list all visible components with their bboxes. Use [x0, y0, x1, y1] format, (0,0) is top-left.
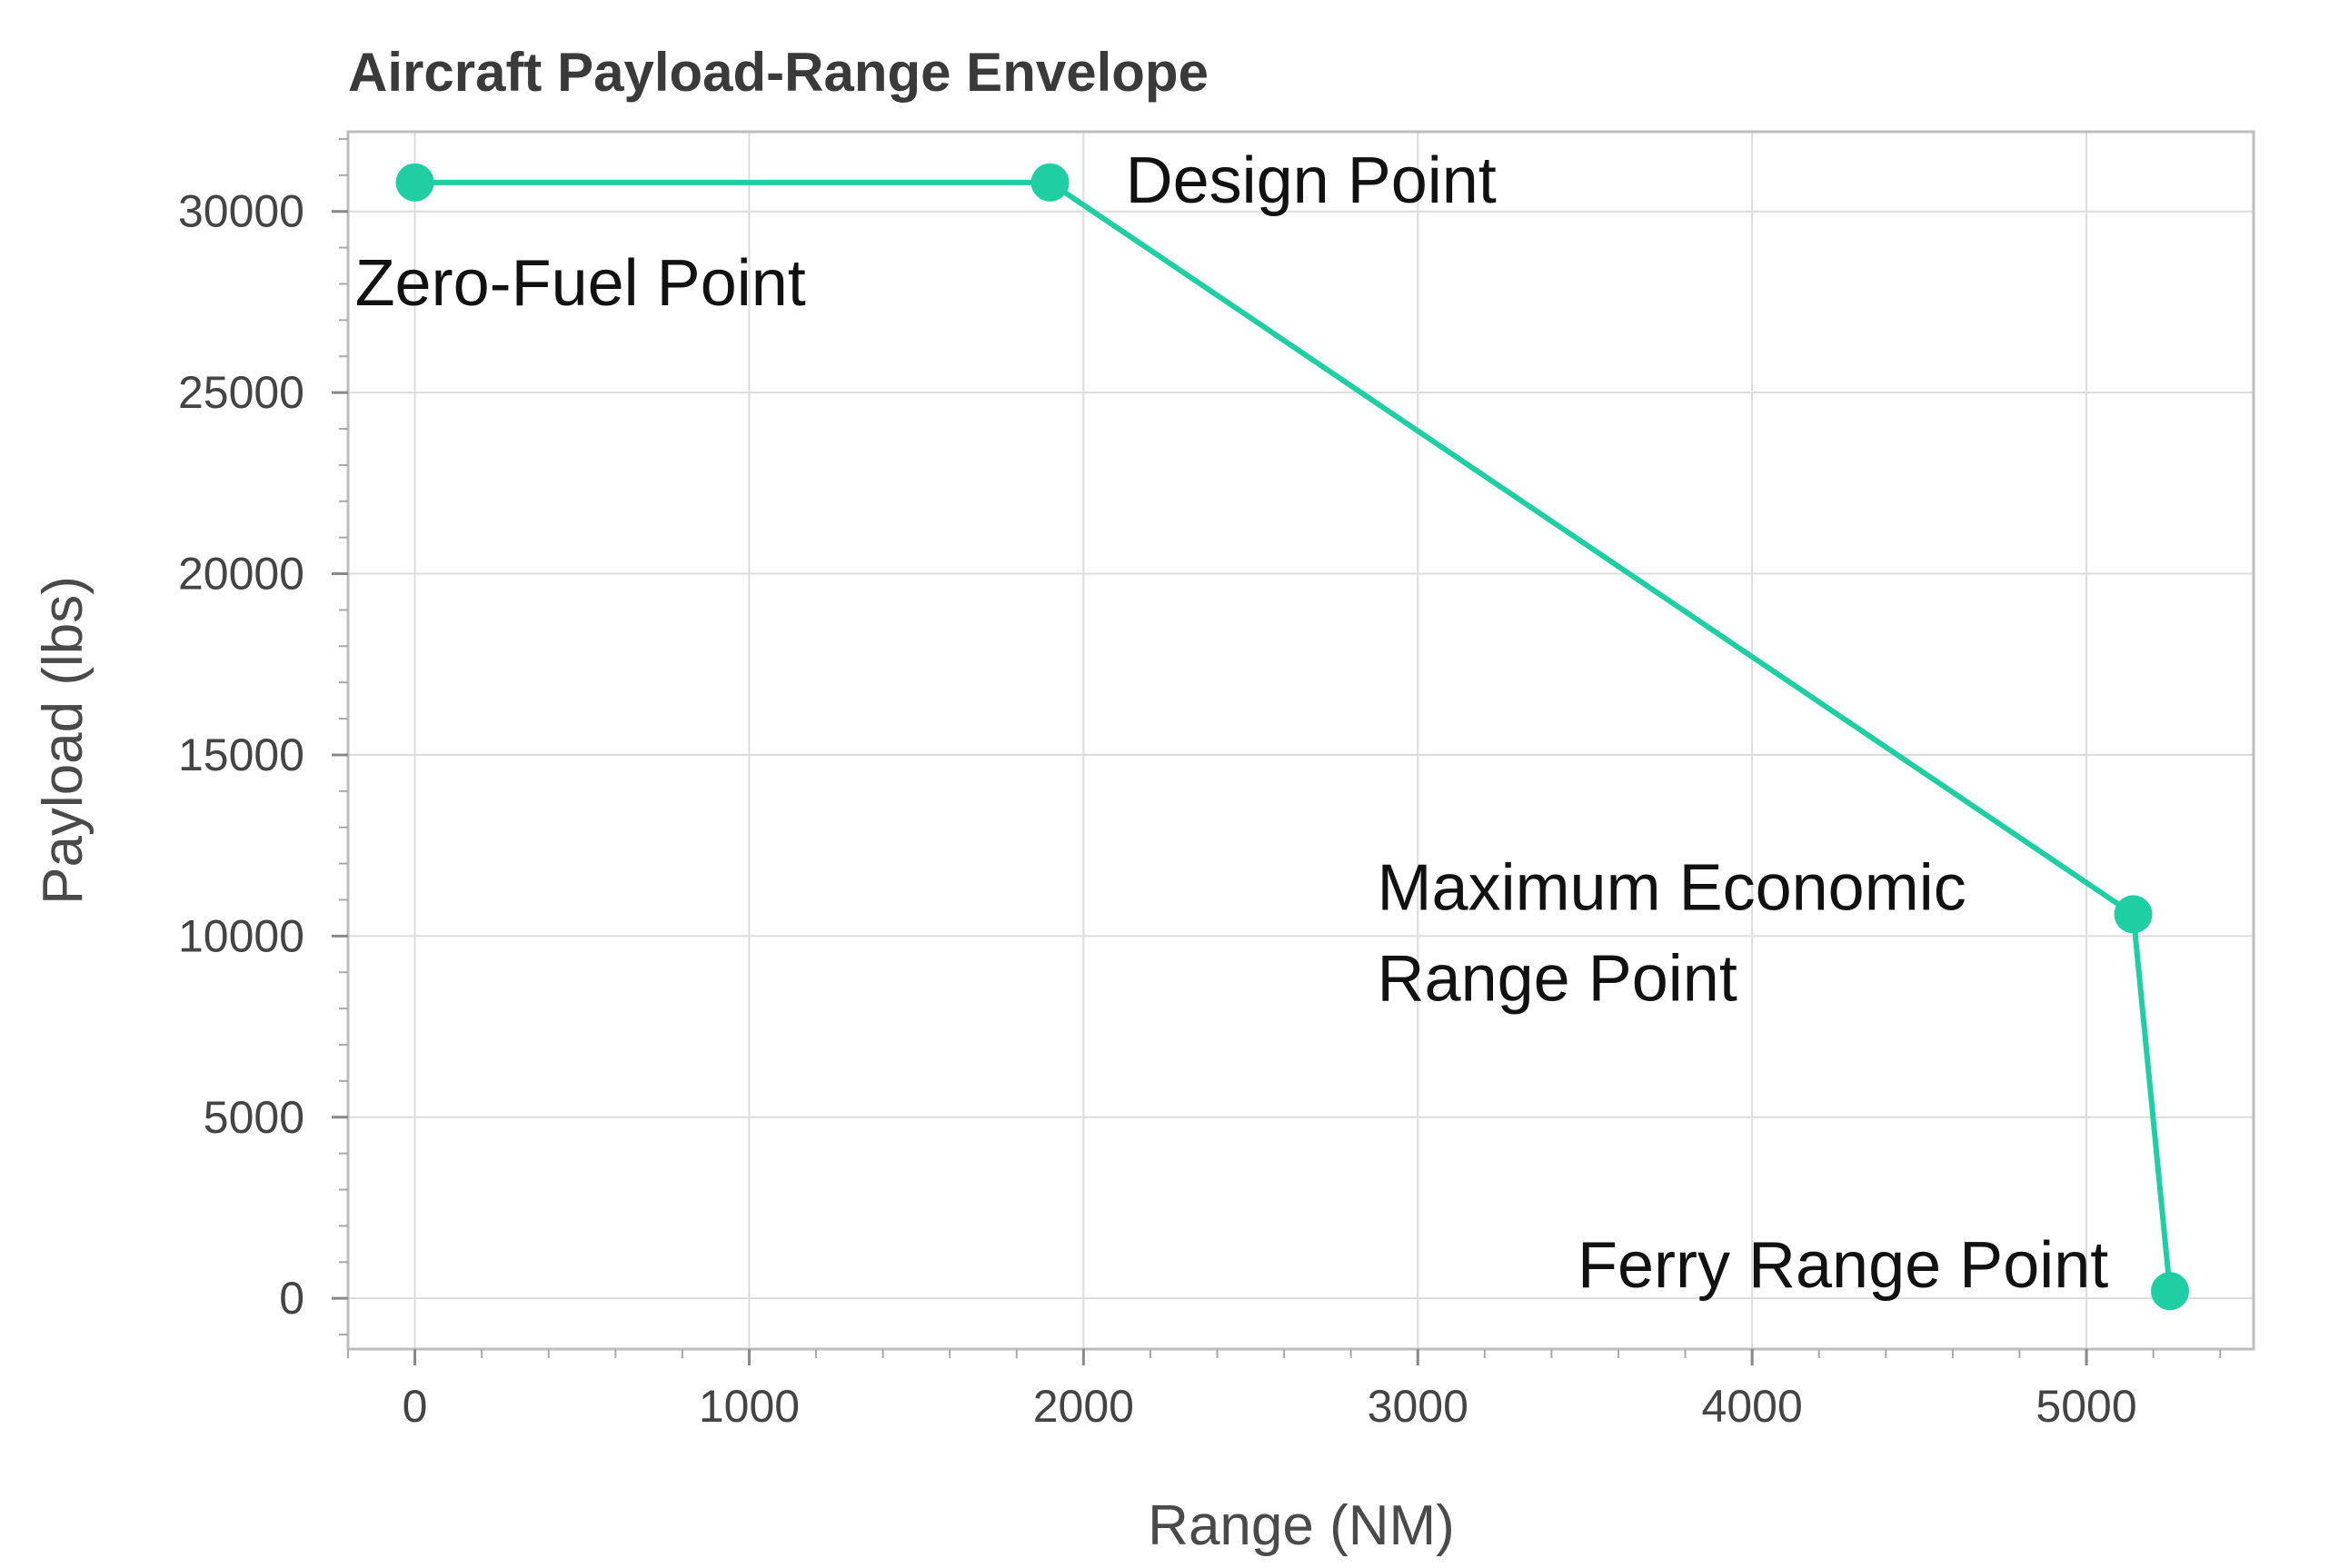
y-axis-label: Payload (lbs): [32, 576, 95, 905]
grid-lines: [348, 132, 2254, 1349]
tick-labels: 0 1000 2000 3000 4000 5000 0 5000 10000 15000 2000…: [178, 186, 2137, 1432]
annotation-line: Range Point: [1378, 942, 1737, 1015]
x-tick-label: 2000: [1033, 1381, 1134, 1432]
annotation-label: Ferry Range Point: [1578, 1229, 2108, 1302]
x-tick-label: 4000: [1702, 1381, 1803, 1432]
chart-title: Aircraft Payload-Range Envelope: [348, 42, 1209, 103]
x-axis-label: Range (NM): [1148, 1494, 1455, 1557]
series-line: [414, 179, 2174, 1292]
y-tick-label: 20000: [178, 549, 304, 600]
annotation-line: Zero-Fuel Point: [355, 247, 806, 320]
plot-frame: [346, 130, 2255, 1351]
annotation-label: Design Point: [1126, 144, 1497, 217]
x-tick-label: 0: [403, 1381, 428, 1432]
data-point: [2114, 895, 2153, 934]
y-tick-label: 5000: [204, 1092, 304, 1143]
x-tick-label: 1000: [699, 1381, 800, 1432]
annotation-line: Maximum Economic: [1378, 851, 1966, 924]
series: [395, 163, 2190, 1311]
y-tick-label: 10000: [178, 910, 304, 961]
annotation-line: Design Point: [1126, 144, 1497, 217]
data-point: [2151, 1272, 2190, 1311]
x-tick-label: 3000: [1368, 1381, 1468, 1432]
annotation-label: Maximum Economic Range Point: [1378, 851, 1966, 1015]
y-tick-label: 15000: [178, 729, 304, 780]
data-point: [1030, 163, 1070, 202]
y-tick-label: 30000: [178, 186, 304, 237]
y-tick-label: 0: [279, 1273, 304, 1324]
annotation-line: Ferry Range Point: [1578, 1229, 2108, 1302]
axis-ticks: [332, 137, 2222, 1365]
data-point: [395, 163, 434, 202]
y-tick-label: 25000: [178, 367, 304, 418]
x-tick-label: 5000: [2035, 1381, 2136, 1432]
annotation-label: Zero-Fuel Point: [355, 247, 806, 320]
annotations: Zero-Fuel Point Design Point Maximum Econo…: [355, 144, 2109, 1302]
